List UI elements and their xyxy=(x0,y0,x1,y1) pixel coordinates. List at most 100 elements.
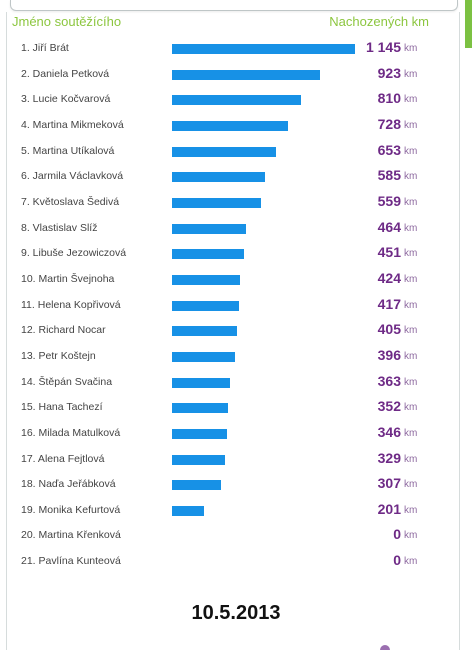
distance-bar xyxy=(172,403,228,414)
distance-value: 329 xyxy=(377,449,401,466)
distance-value: 451 xyxy=(377,244,401,261)
distance-value: 417 xyxy=(377,295,401,312)
distance-unit: km xyxy=(404,43,418,54)
distance-unit: km xyxy=(404,427,418,439)
list-item: 21. Pavlína Kunteová 0 km xyxy=(0,551,472,577)
list-item: 17. Alena Fejtlová 329 km xyxy=(0,449,472,475)
distance-bar xyxy=(172,377,230,388)
list-item: 13. Petr Koštejn 396 km xyxy=(0,346,472,372)
list-item: 3. Lucie Kočvarová 810 km xyxy=(0,89,472,115)
distance-value: 728 xyxy=(377,115,401,132)
competitor-name: 3. Lucie Kočvarová xyxy=(21,93,111,106)
distance-bar xyxy=(172,146,276,157)
list-item: 2. Daniela Petková 923 km xyxy=(0,64,472,90)
competitor-name: 7. Květoslava Šedivá xyxy=(21,195,120,208)
competitor-name: 18. Naďa Jeřábková xyxy=(21,478,116,491)
distance-bar xyxy=(172,223,246,234)
list-item: 9. Libuše Jezowiczová 451 km xyxy=(0,243,472,269)
competitor-name: 20. Martina Křenková xyxy=(21,529,121,542)
competitor-name: 6. Jarmila Václavková xyxy=(21,170,124,183)
distance-bar xyxy=(172,95,301,106)
date-label: 10.5.2013 xyxy=(191,602,281,624)
bottom-decoration xyxy=(380,645,390,650)
distance-value: 424 xyxy=(377,269,401,286)
distance-unit: km xyxy=(404,299,418,311)
distance-unit: km xyxy=(404,273,418,285)
panel-left-border xyxy=(6,12,7,650)
distance-value: 363 xyxy=(377,372,401,389)
competitor-name: 5. Martina Utíkalová xyxy=(21,144,115,157)
distance-value: 653 xyxy=(377,141,401,158)
list-item: 10. Martin Švejnoha 424 km xyxy=(0,269,472,295)
distance-unit: km xyxy=(404,530,418,542)
distance-value: 346 xyxy=(377,423,401,440)
list-item: 14. Štěpán Svačina 363 km xyxy=(0,372,472,398)
distance-bar xyxy=(172,505,204,516)
distance-bar xyxy=(172,300,239,311)
distance-bar xyxy=(172,172,265,183)
distance-value: 396 xyxy=(377,346,401,363)
distance-bar xyxy=(172,454,225,465)
distance-value: 352 xyxy=(377,398,401,415)
table-header: Jméno soutěžícího Nachozených km xyxy=(0,14,472,34)
list-item: 5. Martina Utíkalová 653 km xyxy=(0,141,472,167)
distance-unit: km xyxy=(404,145,418,157)
distance-value: 559 xyxy=(377,192,401,209)
distance-unit: km xyxy=(404,222,418,234)
competitor-name: 2. Daniela Petková xyxy=(21,67,110,80)
distance-unit: km xyxy=(404,119,418,131)
list-item: 1. Jiří Brát 1 145 km xyxy=(0,38,472,64)
distance-bar xyxy=(172,480,221,491)
competitor-name: 19. Monika Kefurtová xyxy=(21,503,121,516)
competitor-name: 16. Milada Matulková xyxy=(21,426,121,439)
competitor-name: 17. Alena Fejtlová xyxy=(21,452,105,465)
distance-unit: km xyxy=(404,479,418,491)
distance-unit: km xyxy=(404,350,418,362)
distance-bar xyxy=(172,44,355,54)
distance-unit: km xyxy=(404,325,418,337)
competitor-name: 4. Martina Mikmeková xyxy=(21,118,124,131)
distance-value: 585 xyxy=(377,167,401,184)
distance-unit: km xyxy=(404,376,418,388)
distance-value: 201 xyxy=(377,500,401,517)
distance-bar xyxy=(172,428,227,439)
distance-bar xyxy=(172,69,320,80)
panel-right-border xyxy=(459,12,460,650)
distance-unit: km xyxy=(404,453,418,465)
distance-bar xyxy=(172,351,235,362)
distance-value: 464 xyxy=(377,218,401,235)
green-side-tab xyxy=(465,0,472,48)
list-item: 19. Monika Kefurtová 201 km xyxy=(0,500,472,526)
list-item: 20. Martina Křenková 0 km xyxy=(0,525,472,551)
distance-bar xyxy=(172,274,240,285)
competitor-name: 13. Petr Koštejn xyxy=(21,349,96,362)
list-item: 12. Richard Nocar 405 km xyxy=(0,320,472,346)
distance-unit: km xyxy=(404,556,418,568)
list-item: 18. Naďa Jeřábková 307 km xyxy=(0,474,472,500)
distance-unit: km xyxy=(404,504,418,516)
ranking-list: 1. Jiří Brát 1 145 km 2. Daniela Petková 923… xyxy=(0,38,472,577)
distance-bar xyxy=(172,249,244,260)
competitor-name: 21. Pavlína Kunteová xyxy=(21,555,121,568)
distance-value: 810 xyxy=(377,90,401,107)
distance-bar xyxy=(172,326,237,337)
list-item: 8. Vlastislav Slíž 464 km xyxy=(0,218,472,244)
distance-value: 923 xyxy=(377,64,401,81)
list-item: 11. Helena Kopřivová 417 km xyxy=(0,295,472,321)
distance-bar xyxy=(172,197,261,208)
competitor-name: 10. Martin Švejnoha xyxy=(21,272,115,285)
list-item: 15. Hana Tachezí 352 km xyxy=(0,397,472,423)
distance-unit: km xyxy=(404,248,418,260)
name-column-header: Jméno soutěžícího xyxy=(12,14,122,29)
competitor-name: 11. Helena Kopřivová xyxy=(21,298,121,311)
distance-unit: km xyxy=(404,402,418,414)
competitor-name: 15. Hana Tachezí xyxy=(21,401,103,414)
km-column-header: Nachozených km xyxy=(329,14,429,29)
competitor-name: 14. Štěpán Svačina xyxy=(21,375,113,388)
distance-bar xyxy=(172,120,288,131)
distance-value: 0 xyxy=(393,526,401,543)
distance-unit: km xyxy=(404,94,418,106)
list-item: 16. Milada Matulková 346 km xyxy=(0,423,472,449)
distance-unit: km xyxy=(404,171,418,183)
distance-value: 1 145 xyxy=(365,39,401,55)
